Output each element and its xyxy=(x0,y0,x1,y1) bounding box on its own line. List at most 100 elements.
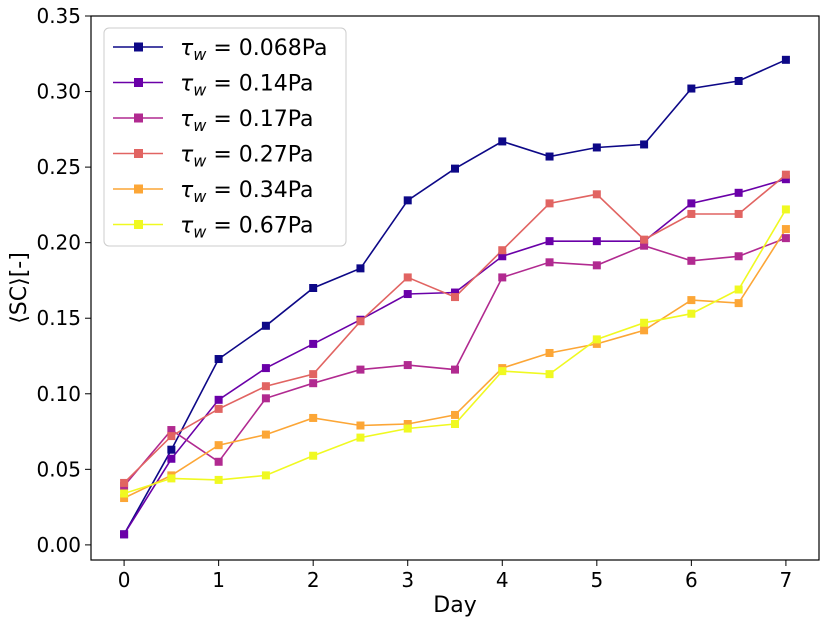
data-point xyxy=(309,451,318,460)
y-tick-label: 0.10 xyxy=(36,382,81,406)
legend-label: τw = 0.27Pa xyxy=(180,143,314,171)
data-point xyxy=(167,432,176,441)
legend-entries: τw = 0.068Pa τw = 0.14Pa τw = 0.17Pa τw = 0… xyxy=(113,36,328,242)
data-point xyxy=(261,471,270,480)
data-point xyxy=(781,234,790,243)
data-point xyxy=(781,175,790,184)
data-point xyxy=(120,530,129,539)
data-point xyxy=(261,321,270,330)
data-point xyxy=(734,285,743,294)
y-axis: 0.00 0.05 0.10 0.15 0.20 0.25 0.30 0.35 xyxy=(36,4,91,557)
x-tick-label: 7 xyxy=(780,568,793,592)
data-point xyxy=(309,379,318,388)
data-point xyxy=(592,335,601,344)
data-point xyxy=(687,256,696,265)
legend-marker xyxy=(134,78,143,87)
data-point xyxy=(214,404,223,413)
data-point xyxy=(498,252,507,261)
series-markers xyxy=(120,55,790,539)
data-point xyxy=(687,309,696,318)
data-point xyxy=(734,299,743,308)
x-axis-label: Day xyxy=(433,593,476,618)
data-point xyxy=(734,76,743,85)
data-point xyxy=(734,252,743,261)
legend-label: τw = 0.17Pa xyxy=(180,107,314,135)
legend-box xyxy=(103,27,347,247)
legend-marker xyxy=(134,184,143,194)
data-point xyxy=(781,225,790,234)
legend-label: τw = 0.068Pa xyxy=(180,36,328,64)
data-point xyxy=(592,261,601,270)
data-point xyxy=(545,258,554,267)
data-point xyxy=(781,205,790,214)
data-point xyxy=(451,288,459,297)
legend-label: τw = 0.34Pa xyxy=(180,178,314,206)
data-point xyxy=(403,424,412,433)
data-point xyxy=(167,445,176,454)
data-point xyxy=(403,290,412,299)
legend: τw = 0.068Pa τw = 0.14Pa τw = 0.17Pa τw = 0… xyxy=(103,27,347,247)
data-point xyxy=(545,199,554,208)
data-point xyxy=(687,296,696,305)
data-point xyxy=(309,339,318,348)
data-point xyxy=(309,370,318,379)
data-point xyxy=(781,55,790,64)
legend-label: τw = 0.14Pa xyxy=(180,72,314,100)
legend-marker xyxy=(134,220,143,229)
data-point xyxy=(403,273,412,282)
x-tick-label: 5 xyxy=(590,568,603,592)
data-point xyxy=(592,339,601,348)
legend-marker xyxy=(134,113,143,123)
data-point xyxy=(640,140,649,149)
y-tick-label: 0.35 xyxy=(36,4,81,28)
data-point xyxy=(261,364,270,373)
data-point xyxy=(403,361,412,370)
data-point xyxy=(403,196,412,205)
data-point xyxy=(451,365,459,374)
data-point xyxy=(309,413,318,422)
legend-marker xyxy=(134,149,143,158)
data-point xyxy=(451,410,459,419)
data-point xyxy=(592,190,601,199)
data-point xyxy=(261,394,270,403)
x-tick-label: 2 xyxy=(307,568,320,592)
data-point xyxy=(356,421,365,430)
data-point xyxy=(498,367,507,376)
data-point xyxy=(356,264,365,273)
data-point xyxy=(498,246,507,255)
data-point xyxy=(640,235,649,244)
data-point xyxy=(214,395,223,404)
data-point xyxy=(687,84,696,93)
data-point xyxy=(545,370,554,379)
data-point xyxy=(120,478,129,487)
data-point xyxy=(167,454,176,463)
data-point xyxy=(734,209,743,218)
data-point xyxy=(498,137,507,146)
data-point xyxy=(640,241,649,250)
x-axis: 0 1 2 3 4 5 6 7 xyxy=(118,560,793,592)
data-point xyxy=(640,326,649,335)
x-tick-label: 3 xyxy=(401,568,414,592)
data-point xyxy=(403,420,412,428)
y-tick-label: 0.25 xyxy=(36,155,81,179)
y-tick-label: 0.20 xyxy=(36,231,81,255)
y-tick-label: 0.00 xyxy=(36,533,81,557)
data-point xyxy=(781,170,790,179)
data-point xyxy=(545,152,554,161)
data-point xyxy=(167,474,176,483)
legend-marker xyxy=(134,42,143,52)
data-point xyxy=(261,430,270,439)
data-point xyxy=(451,420,459,428)
data-point xyxy=(356,317,365,326)
data-point xyxy=(120,489,129,498)
data-point xyxy=(687,199,696,208)
x-tick-label: 6 xyxy=(685,568,698,592)
data-point xyxy=(498,273,507,282)
data-point xyxy=(214,355,223,364)
data-point xyxy=(592,237,601,246)
data-point xyxy=(640,318,649,327)
data-point xyxy=(309,284,318,292)
data-point xyxy=(545,348,554,357)
data-point xyxy=(356,433,365,442)
